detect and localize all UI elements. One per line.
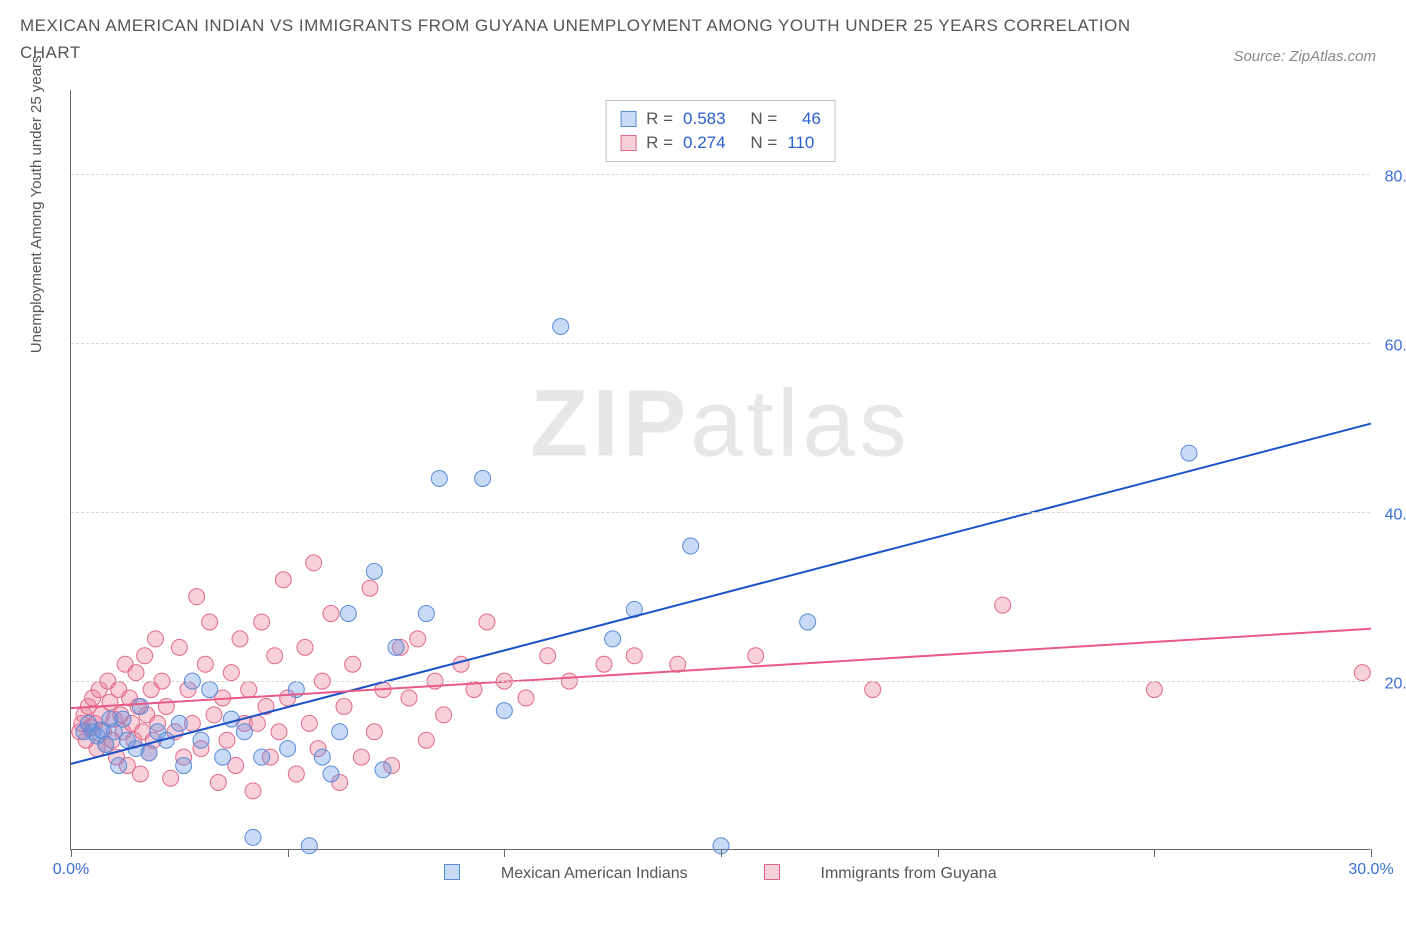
swatch-pink-icon [620,135,636,151]
stats-legend-box: R = 0.583 N = 46 R = 0.274 N = 110 [605,100,836,162]
swatch-blue-icon [620,111,636,127]
bottom-legend: Mexican American Indians Immigrants from… [71,864,1370,883]
y-tick-label: 80.0% [1385,169,1406,178]
y-tick-label: 40.0% [1385,507,1406,516]
legend-label-pink: Immigrants from Guyana [821,865,997,882]
chart-container: Unemployment Among Youth under 25 years … [20,82,1386,892]
x-tick-label: 0.0% [53,861,89,879]
x-tick-label: 30.0% [1348,861,1393,879]
y-tick-label: 60.0% [1385,338,1406,347]
legend-swatch-pink-icon [764,864,780,880]
stat-row-pink: R = 0.274 N = 110 [620,131,821,155]
legend-label-blue: Mexican American Indians [501,865,688,882]
chart-title: MEXICAN AMERICAN INDIAN VS IMMIGRANTS FR… [20,12,1140,66]
plot-area: ZIPatlas R = 0.583 N = 46 R = 0.274 N = … [70,90,1370,850]
source-attribution: Source: ZipAtlas.com [1233,48,1376,65]
y-axis-title: Unemployment Among Youth under 25 years [28,55,45,353]
stat-row-blue: R = 0.583 N = 46 [620,107,821,131]
legend-swatch-blue-icon [444,864,460,880]
scatter-svg [71,90,1370,849]
y-tick-label: 20.0% [1385,676,1406,685]
